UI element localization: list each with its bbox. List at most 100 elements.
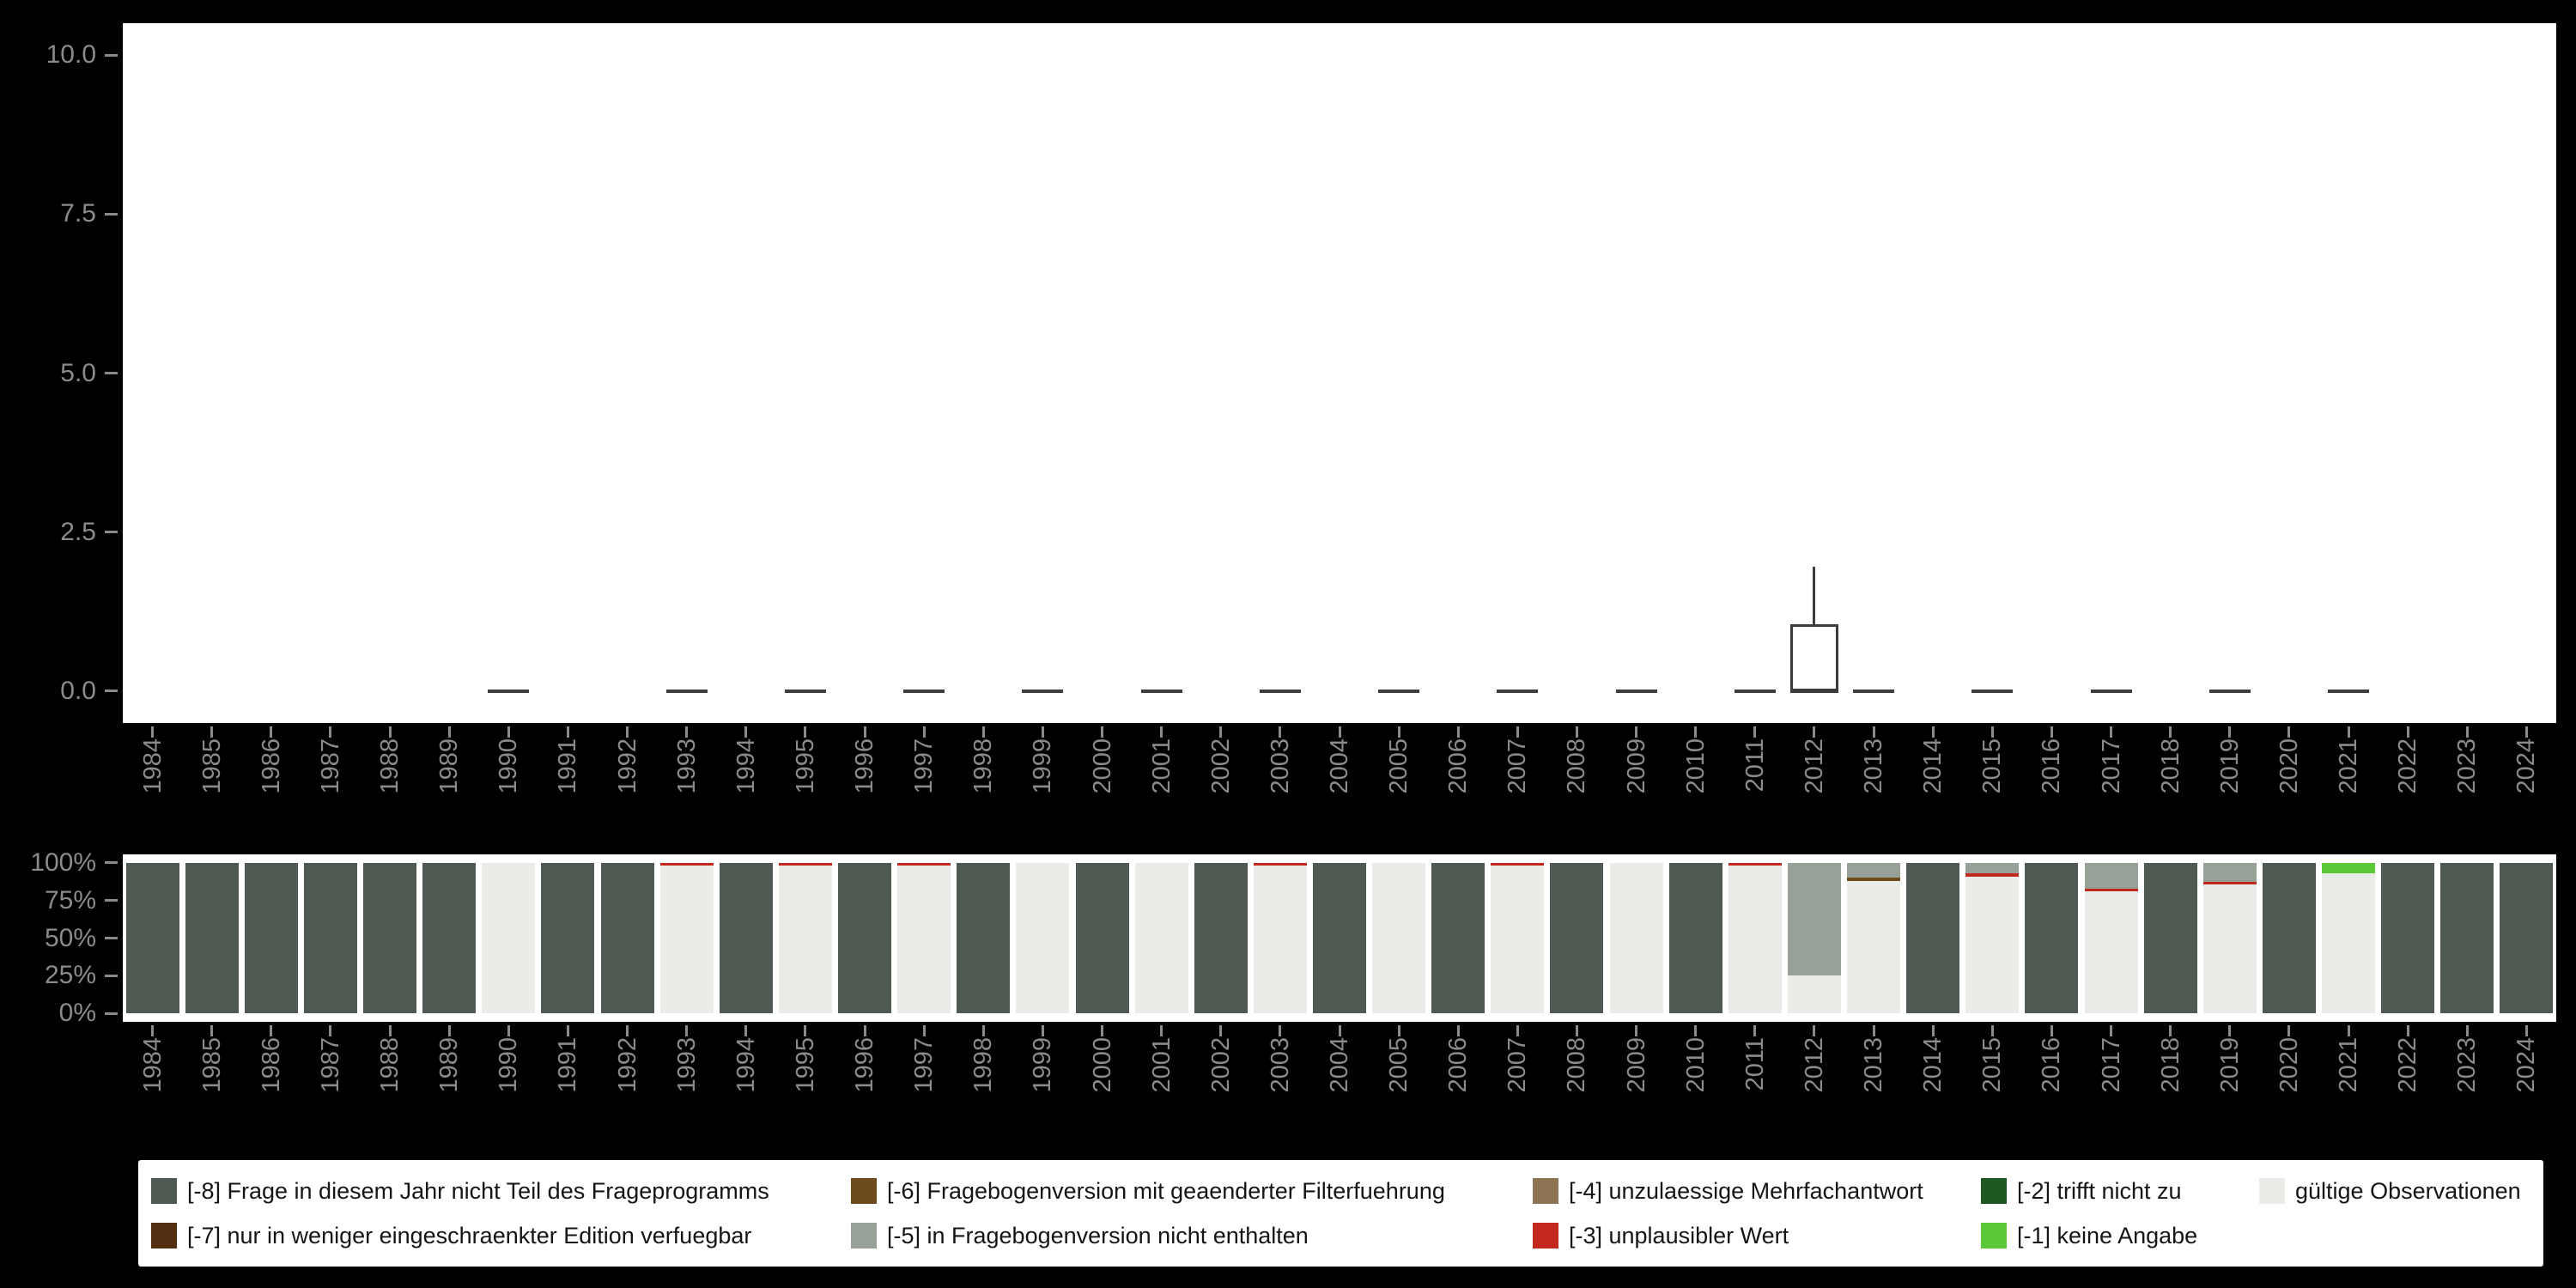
boxplot-panel xyxy=(123,23,2556,723)
bar-x-tick-mark xyxy=(1101,1025,1103,1036)
boxplot-x-tick-label: 2009 xyxy=(1622,738,1650,794)
boxplot-x-tick-label: 1997 xyxy=(910,738,939,794)
boxplot-x-tick-label: 1991 xyxy=(554,738,582,794)
bar-x-tick-label: 1997 xyxy=(910,1037,939,1093)
bar-x-tick-label: 1991 xyxy=(554,1037,582,1093)
bar-segment--8 xyxy=(2143,862,2197,1014)
bar-x-tick-mark xyxy=(2228,1025,2232,1036)
boxplot-x-tick-label: 2013 xyxy=(1860,738,1888,794)
boxplot-x-tick-mark xyxy=(2406,726,2409,738)
bar-segment--8 xyxy=(244,862,298,1014)
bar-y-tick-label: 100% xyxy=(30,848,96,877)
bar-y-tick-label: 50% xyxy=(44,923,96,952)
legend-label--1: [-1] keine Angabe xyxy=(2017,1222,2198,1249)
bar-x-tick-label: 2006 xyxy=(1444,1037,1473,1093)
bar-x-tick-mark xyxy=(1635,1025,1638,1036)
bar-segment--8 xyxy=(422,862,477,1014)
bar-x-tick-mark xyxy=(1338,1025,1341,1036)
boxplot-x-tick-label: 2006 xyxy=(1444,738,1473,794)
bar-segment--1 xyxy=(2322,862,2376,874)
bar-segment--8 xyxy=(719,862,773,1014)
bar-x-tick-label: 1990 xyxy=(495,1037,523,1093)
legend-label--6: [-6] Fragebogenversion mit geaenderter F… xyxy=(887,1177,1445,1204)
bar-x-tick-label: 2011 xyxy=(1741,1037,1769,1091)
boxplot-collapsed-box xyxy=(1497,689,1539,693)
bar-segment--8 xyxy=(600,862,654,1014)
boxplot-collapsed-box xyxy=(488,689,530,693)
bar-y-tick-mark xyxy=(105,1012,118,1015)
bar-segment-valid xyxy=(1372,862,1426,1014)
boxplot-x-tick-label: 1986 xyxy=(257,738,285,794)
legend-label--7: [-7] nur in weniger eingeschraenkter Edi… xyxy=(187,1222,752,1249)
boxplot-x-tick-mark xyxy=(507,726,510,738)
boxplot-x-tick-label: 1984 xyxy=(138,738,167,794)
boxplot-y-tick-mark xyxy=(105,372,118,374)
bar-segment-valid xyxy=(1609,862,1663,1014)
bar-y-tick-label: 25% xyxy=(44,961,96,990)
boxplot-x-tick-mark xyxy=(922,726,926,738)
boxplot-x-tick-label: 1995 xyxy=(791,738,819,794)
bar-x-tick-label: 2024 xyxy=(2512,1037,2541,1093)
bar-segment--8 xyxy=(1313,862,1366,1014)
boxplot-x-tick-label: 2010 xyxy=(1681,738,1710,794)
bar-x-tick-label: 2020 xyxy=(2275,1037,2303,1093)
bar-segment-valid xyxy=(778,865,832,1014)
boxplot-x-tick-label: 2014 xyxy=(1919,738,1947,794)
boxplot-x-tick-label: 2015 xyxy=(1978,738,2007,794)
legend-item--2: [-2] trifft nicht zu xyxy=(1981,1174,2182,1208)
bar-x-tick-mark xyxy=(2406,1025,2409,1036)
boxplot-y-tick-mark xyxy=(105,53,118,57)
bar-x-tick-label: 2007 xyxy=(1504,1037,1532,1093)
legend-label--4: [-4] unzulaessige Mehrfachantwort xyxy=(1569,1177,1923,1204)
boxplot-y-tick-mark xyxy=(105,531,118,534)
boxplot-x-tick-label: 2017 xyxy=(2097,738,2125,794)
bar-x-tick-mark xyxy=(1279,1025,1282,1036)
boxplot-x-tick-mark xyxy=(1931,726,1935,738)
bar-x-tick-mark xyxy=(1575,1025,1578,1036)
bar-segment-valid xyxy=(1965,876,2020,1014)
bar-segment--8 xyxy=(2440,862,2494,1014)
legend-item--1: [-1] keine Angabe xyxy=(1981,1218,2197,1253)
boxplot-x-tick-label: 1998 xyxy=(969,738,998,794)
legend-swatch--4 xyxy=(1533,1178,1558,1204)
legend-swatch--5 xyxy=(851,1223,877,1249)
bar-x-tick-label: 2022 xyxy=(2394,1037,2422,1093)
boxplot-x-tick-label: 1990 xyxy=(495,738,523,794)
legend-swatch--7 xyxy=(151,1223,177,1249)
bar-y-tick-mark xyxy=(105,899,118,902)
bar-segment-valid xyxy=(1253,865,1307,1014)
boxplot-upper-whisker xyxy=(1813,567,1816,625)
boxplot-collapsed-box xyxy=(2328,689,2370,693)
bar-x-tick-mark xyxy=(151,1025,155,1036)
boxplot-x-tick-mark xyxy=(1813,726,1816,738)
boxplot-x-tick-label: 1993 xyxy=(672,738,701,794)
bar-x-tick-mark xyxy=(1931,1025,1935,1036)
bar-x-tick-mark xyxy=(981,1025,985,1036)
boxplot-x-tick-label: 2023 xyxy=(2453,738,2482,794)
bar-x-tick-label: 2015 xyxy=(1978,1037,2007,1093)
bar-x-tick-mark xyxy=(1753,1025,1757,1036)
boxplot-collapsed-box xyxy=(1734,689,1776,693)
bar-segment--8 xyxy=(1668,862,1722,1014)
bar-y-tick-label: 0% xyxy=(58,999,96,1028)
legend-swatch--2 xyxy=(1981,1178,2007,1204)
bar-segment-valid xyxy=(897,865,951,1014)
boxplot-x-tick-mark xyxy=(2110,726,2113,738)
boxplot-collapsed-box xyxy=(1378,689,1420,693)
legend-item-valid: gültige Observationen xyxy=(2259,1174,2521,1208)
boxplot-x-tick-mark xyxy=(2524,726,2528,738)
boxplot-x-tick-label: 2011 xyxy=(1741,738,1769,793)
boxplot-x-tick-mark xyxy=(270,726,273,738)
bar-x-tick-label: 1996 xyxy=(851,1037,879,1093)
bar-x-tick-label: 1988 xyxy=(376,1037,404,1093)
bar-segment--5 xyxy=(2084,862,2138,889)
bar-segment-valid xyxy=(1491,865,1545,1014)
boxplot-box xyxy=(1789,624,1838,691)
boxplot-collapsed-box xyxy=(1259,689,1301,693)
boxplot-x-tick-label: 2004 xyxy=(1326,738,1353,794)
boxplot-x-tick-mark xyxy=(626,726,629,738)
boxplot-x-tick-label: 1999 xyxy=(1029,738,1057,794)
bar-y-tick-label: 75% xyxy=(44,885,96,914)
bar-x-tick-label: 2023 xyxy=(2453,1037,2482,1093)
boxplot-x-tick-label: 2022 xyxy=(2394,738,2422,794)
